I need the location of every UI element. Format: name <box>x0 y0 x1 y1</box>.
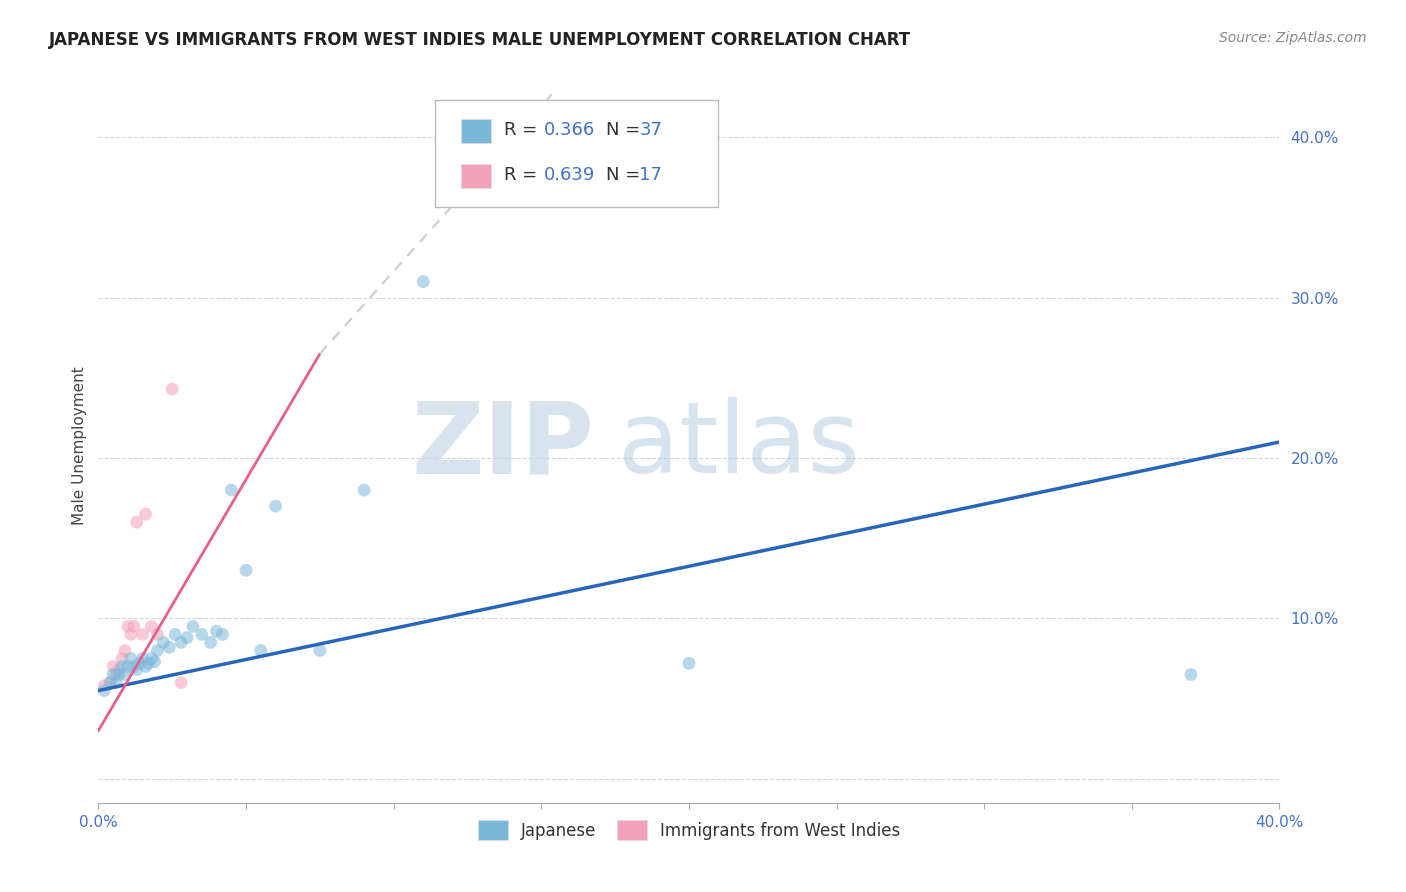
Point <box>250 643 273 657</box>
Point <box>125 663 148 677</box>
Text: JAPANESE VS IMMIGRANTS FROM WEST INDIES MALE UNEMPLOYMENT CORRELATION CHART: JAPANESE VS IMMIGRANTS FROM WEST INDIES … <box>49 31 911 49</box>
Point <box>191 627 214 641</box>
Point <box>264 499 287 513</box>
Point <box>309 643 332 657</box>
Point <box>117 619 139 633</box>
Point <box>138 657 160 671</box>
Point <box>120 627 142 641</box>
Y-axis label: Male Unemployment: Male Unemployment <box>72 367 87 525</box>
Point <box>353 483 375 497</box>
Point <box>211 627 233 641</box>
Point <box>200 635 222 649</box>
Point <box>135 659 157 673</box>
Point <box>132 651 155 665</box>
FancyBboxPatch shape <box>461 120 491 143</box>
Point <box>146 643 169 657</box>
Legend: Japanese, Immigrants from West Indies: Japanese, Immigrants from West Indies <box>470 812 908 848</box>
Text: atlas: atlas <box>619 398 859 494</box>
Point <box>221 483 243 497</box>
FancyBboxPatch shape <box>461 164 491 187</box>
Point <box>157 640 180 655</box>
Point <box>170 635 193 649</box>
Text: ZIP: ZIP <box>412 398 595 494</box>
Point <box>114 643 136 657</box>
Point <box>114 667 136 681</box>
Point <box>98 675 121 690</box>
Point <box>165 627 187 641</box>
Point <box>122 659 145 673</box>
Text: R =: R = <box>503 121 543 139</box>
Text: N =: N = <box>606 121 647 139</box>
Text: R =: R = <box>503 166 543 184</box>
Text: N =: N = <box>606 166 647 184</box>
Point <box>98 675 121 690</box>
Point <box>176 631 198 645</box>
Text: 0.639: 0.639 <box>544 166 595 184</box>
Point <box>103 667 125 681</box>
Point <box>103 659 125 673</box>
Point <box>128 657 150 671</box>
Point <box>105 675 128 690</box>
Point <box>412 275 434 289</box>
Point <box>111 651 134 665</box>
Point <box>93 683 115 698</box>
Point <box>105 667 128 681</box>
Point <box>205 624 228 639</box>
Point <box>162 382 183 396</box>
Point <box>120 651 142 665</box>
Text: 37: 37 <box>640 121 662 139</box>
Point <box>111 659 134 673</box>
Point <box>152 635 174 649</box>
Point <box>117 659 139 673</box>
Point <box>108 667 131 681</box>
Point <box>181 619 204 633</box>
FancyBboxPatch shape <box>434 100 718 207</box>
Point <box>678 657 700 671</box>
Point <box>141 651 163 665</box>
Point <box>141 619 163 633</box>
Point <box>146 627 169 641</box>
Point <box>125 515 148 529</box>
Point <box>93 679 115 693</box>
Point <box>235 563 257 577</box>
Point <box>170 675 193 690</box>
Point <box>135 507 157 521</box>
Text: 0.366: 0.366 <box>544 121 595 139</box>
Point <box>132 627 155 641</box>
Text: Source: ZipAtlas.com: Source: ZipAtlas.com <box>1219 31 1367 45</box>
Text: 17: 17 <box>640 166 662 184</box>
Point <box>1180 667 1202 681</box>
Point <box>143 655 166 669</box>
Point <box>108 663 131 677</box>
Point <box>122 619 145 633</box>
